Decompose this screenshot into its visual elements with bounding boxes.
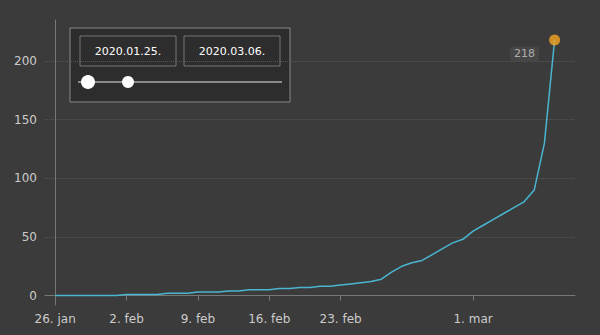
svg-text:150: 150 bbox=[14, 113, 37, 127]
svg-text:2020.03.06.: 2020.03.06. bbox=[199, 45, 265, 58]
svg-text:50: 50 bbox=[22, 230, 37, 244]
svg-text:26. jan: 26. jan bbox=[35, 312, 76, 326]
svg-text:2020.01.25.: 2020.01.25. bbox=[95, 45, 161, 58]
svg-text:16. feb: 16. feb bbox=[248, 312, 290, 326]
svg-text:2. feb: 2. feb bbox=[109, 312, 144, 326]
svg-text:1. mar: 1. mar bbox=[453, 312, 492, 326]
svg-text:23. feb: 23. feb bbox=[320, 312, 362, 326]
svg-text:9. feb: 9. feb bbox=[181, 312, 216, 326]
svg-text:0: 0 bbox=[29, 289, 37, 303]
svg-text:100: 100 bbox=[14, 171, 37, 185]
svg-text:218: 218 bbox=[514, 47, 535, 60]
svg-text:200: 200 bbox=[14, 54, 37, 68]
